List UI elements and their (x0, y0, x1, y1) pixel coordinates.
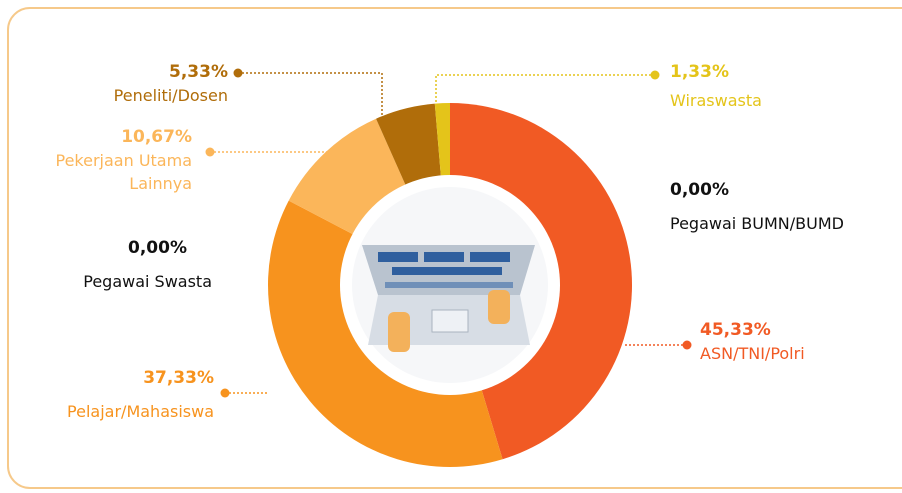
label-pelajar: 37,33% Pelajar/Mahasiswa (67, 367, 214, 423)
value-label: 37,33% (67, 367, 214, 390)
value-label: 0,00% (670, 179, 844, 202)
label-swasta: 0,00% Pegawai Swasta (83, 237, 212, 293)
category-label: Pekerjaan Utama Lainnya (17, 149, 192, 195)
value-label: 0,00% (83, 237, 212, 260)
label-asn: 45,33% ASN/TNI/Polri (700, 319, 805, 365)
category-label: Pegawai BUMN/BUMD (670, 212, 844, 235)
label-peneliti: 5,33% Peneliti/Dosen (114, 61, 228, 107)
value-label: 10,67% (17, 126, 192, 149)
label-pekerjaan: 10,67% Pekerjaan Utama Lainnya (17, 126, 192, 195)
category-label: ASN/TNI/Polri (700, 342, 805, 365)
value-label: 1,33% (670, 61, 762, 84)
category-label: Pegawai Swasta (83, 270, 212, 293)
laptop-icon (352, 187, 548, 383)
category-label: Peneliti/Dosen (114, 84, 228, 107)
value-label: 5,33% (114, 61, 228, 84)
category-label: Pelajar/Mahasiswa (67, 400, 214, 423)
label-wiraswasta: 1,33% Wiraswasta (670, 61, 762, 112)
value-label: 45,33% (700, 319, 805, 342)
label-bumn: 0,00% Pegawai BUMN/BUMD (670, 179, 844, 235)
category-label: Wiraswasta (670, 89, 762, 112)
infographic: 45,33% ASN/TNI/Polri 37,33% Pelajar/Maha… (0, 0, 902, 493)
